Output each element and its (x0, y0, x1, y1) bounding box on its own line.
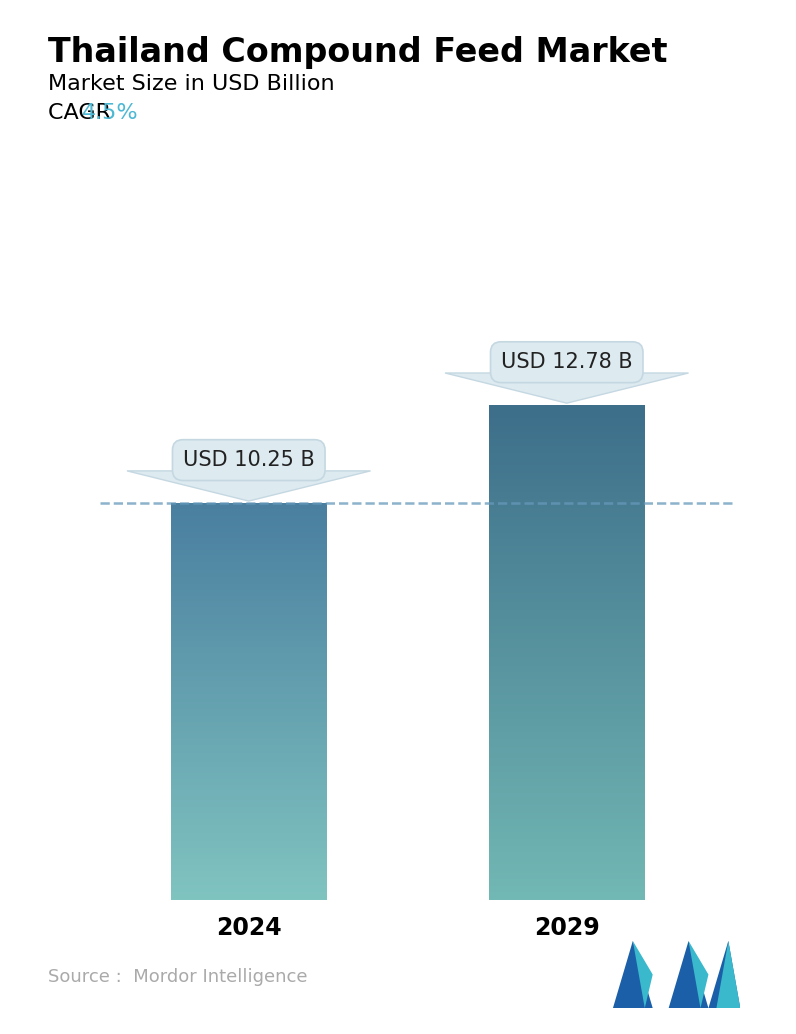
Polygon shape (633, 941, 653, 1008)
Text: CAGR: CAGR (48, 103, 118, 123)
Text: Source :  Mordor Intelligence: Source : Mordor Intelligence (48, 968, 307, 986)
Text: USD 10.25 B: USD 10.25 B (183, 450, 314, 470)
Polygon shape (669, 941, 708, 1008)
Polygon shape (127, 470, 370, 501)
Text: USD 12.78 B: USD 12.78 B (501, 353, 633, 372)
Polygon shape (708, 941, 740, 1008)
Text: Thailand Compound Feed Market: Thailand Compound Feed Market (48, 36, 667, 69)
Polygon shape (613, 941, 653, 1008)
Text: Market Size in USD Billion: Market Size in USD Billion (48, 74, 334, 94)
Polygon shape (445, 373, 689, 403)
Polygon shape (716, 941, 740, 1008)
Text: 4.5%: 4.5% (82, 103, 139, 123)
Polygon shape (689, 941, 708, 1008)
